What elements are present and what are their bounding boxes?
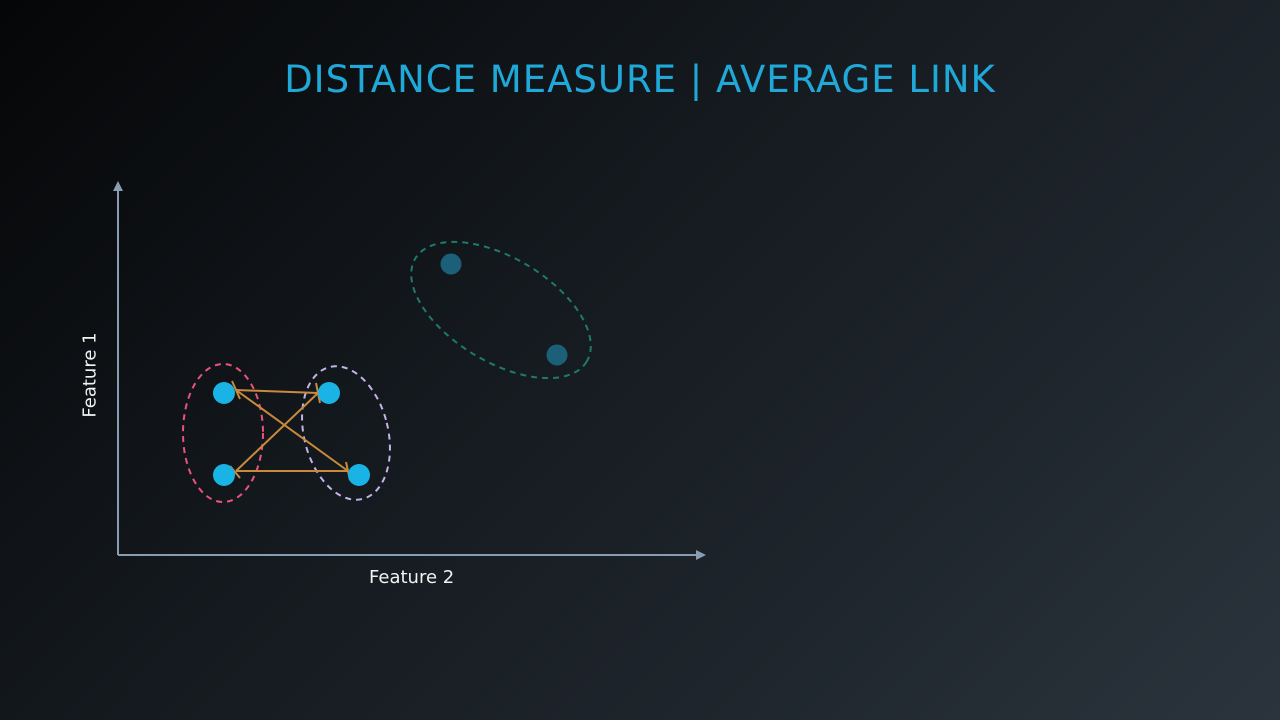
data-point	[348, 464, 370, 486]
lavender-cluster-outline	[301, 365, 391, 501]
data-point	[213, 382, 235, 404]
link-tick	[231, 380, 241, 400]
link-line	[235, 389, 319, 394]
data-point	[318, 382, 340, 404]
data-point	[213, 464, 235, 486]
data-point-inactive	[440, 253, 462, 275]
slide-title: DISTANCE MEASURE | AVERAGE LINK	[284, 58, 996, 101]
link-line	[235, 392, 319, 472]
link-lines	[229, 380, 351, 481]
teal-cluster-outline	[410, 240, 592, 380]
y-axis-label: Feature 1	[79, 332, 101, 418]
pink-cluster-outline	[182, 363, 264, 503]
data-point-inactive	[546, 344, 568, 366]
x-axis-label: Feature 2	[369, 567, 455, 588]
link-line	[235, 389, 349, 472]
